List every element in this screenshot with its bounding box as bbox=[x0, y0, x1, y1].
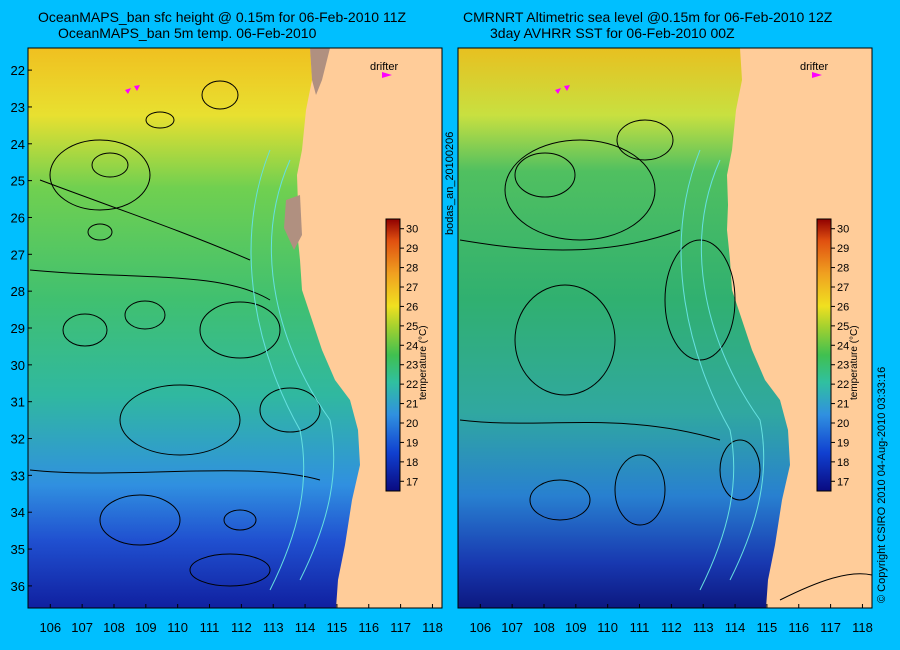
x-tick-label: 117 bbox=[390, 620, 411, 635]
colorbar-tick-label: 26 bbox=[406, 301, 418, 313]
x-tick-label: 116 bbox=[788, 620, 809, 635]
panel2-colorbar-label: temperature (°C) bbox=[849, 325, 860, 400]
colorbar-tick-label: 17 bbox=[406, 476, 418, 488]
side-label: bodas_an_20100206 bbox=[444, 131, 456, 235]
x-tick-label: 113 bbox=[263, 620, 284, 635]
panel1-land bbox=[297, 48, 442, 608]
y-tick-label: 26 bbox=[11, 210, 25, 225]
colorbar-tick-label: 21 bbox=[406, 399, 418, 411]
colorbar-tick-label: 20 bbox=[406, 418, 418, 430]
colorbar-tick-label: 24 bbox=[406, 340, 418, 352]
colorbar-tick-label: 30 bbox=[837, 224, 849, 236]
x-tick-label: 110 bbox=[167, 620, 188, 635]
y-tick-label: 27 bbox=[11, 247, 25, 262]
colorbar-tick-label: 25 bbox=[837, 321, 849, 333]
x-tick-label: 117 bbox=[820, 620, 841, 635]
colorbar-tick-label: 29 bbox=[837, 243, 849, 255]
colorbar-tick-label: 17 bbox=[837, 476, 849, 488]
panel1-drifter-label: drifter bbox=[370, 61, 398, 73]
y-tick-label: 29 bbox=[11, 321, 25, 336]
colorbar-tick-label: 19 bbox=[837, 437, 849, 449]
colorbar-tick-label: 20 bbox=[837, 418, 849, 430]
panel1-subtitle: OceanMAPS_ban 5m temp. 06-Feb-2010 bbox=[58, 25, 317, 41]
y-tick-label: 33 bbox=[11, 468, 25, 483]
x-tick-label: 111 bbox=[200, 620, 220, 635]
panel2-drifter-label: drifter bbox=[800, 61, 828, 73]
colorbar-tick-label: 27 bbox=[406, 282, 418, 294]
x-tick-label: 115 bbox=[757, 620, 778, 635]
panel2-colorbar bbox=[816, 218, 832, 492]
colorbar-tick-label: 22 bbox=[837, 379, 849, 391]
x-tick-label: 109 bbox=[565, 620, 587, 635]
y-tick-label: 32 bbox=[11, 432, 25, 447]
drifter-markers bbox=[125, 72, 822, 94]
x-tick-label: 108 bbox=[103, 620, 125, 635]
colorbar-tick-label: 21 bbox=[837, 399, 849, 411]
y-tick-label: 31 bbox=[11, 395, 25, 410]
x-tick-label: 115 bbox=[327, 620, 348, 635]
x-tick-label: 109 bbox=[135, 620, 157, 635]
x-tick-label: 110 bbox=[597, 620, 618, 635]
colorbar-tick-label: 18 bbox=[837, 457, 849, 469]
panel2-subtitle: 3day AVHRR SST for 06-Feb-2010 00Z bbox=[490, 25, 735, 41]
x-tick-label: 114 bbox=[295, 620, 316, 635]
colorbar-tick-label: 23 bbox=[406, 360, 418, 372]
y-tick-label: 24 bbox=[11, 137, 25, 152]
panel1-title: OceanMAPS_ban sfc height @ 0.15m for 06-… bbox=[38, 9, 407, 25]
x-tick-label: 108 bbox=[533, 620, 555, 635]
x-tick-label: 118 bbox=[422, 620, 443, 635]
y-tick-label: 34 bbox=[11, 505, 25, 520]
y-tick-label: 23 bbox=[11, 100, 25, 115]
colorbar-tick-label: 29 bbox=[406, 243, 418, 255]
x-tick-label: 107 bbox=[501, 620, 523, 635]
y-tick-label: 28 bbox=[11, 284, 25, 299]
panel1-land-hatch bbox=[310, 48, 330, 95]
y-tick-label: 25 bbox=[11, 174, 25, 189]
panel1-shark-bay bbox=[284, 195, 302, 250]
x-tick-label: 116 bbox=[358, 620, 379, 635]
colorbar-tick-label: 25 bbox=[406, 321, 418, 333]
panel1-contours bbox=[29, 80, 321, 587]
panel1-colorbar bbox=[385, 218, 401, 492]
bathymetry-lines bbox=[250, 149, 765, 591]
y-tick-label: 22 bbox=[11, 63, 25, 78]
x-tick-label: 114 bbox=[725, 620, 746, 635]
panel2-frame bbox=[457, 47, 873, 609]
y-tick-label: 36 bbox=[11, 579, 25, 594]
x-tick-label: 107 bbox=[71, 620, 93, 635]
colorbar-tick-label: 27 bbox=[837, 282, 849, 294]
colorbar-tick-label: 22 bbox=[406, 379, 418, 391]
colorbar-tick-label: 24 bbox=[837, 340, 849, 352]
colorbar-tick-label: 19 bbox=[406, 437, 418, 449]
y-tick-label: 35 bbox=[11, 542, 25, 557]
panel2-contours bbox=[459, 119, 873, 601]
colorbar-tick-label: 23 bbox=[837, 360, 849, 372]
copyright: © Copyright CSIRO 2010 04-Aug-2010 03:33… bbox=[876, 366, 888, 603]
x-tick-label: 111 bbox=[630, 620, 650, 635]
x-tick-label: 113 bbox=[693, 620, 714, 635]
colorbar-tick-label: 28 bbox=[406, 263, 418, 275]
panel2-title: CMRNRT Altimetric sea level @0.15m for 0… bbox=[463, 9, 833, 25]
x-tick-label: 112 bbox=[661, 620, 682, 635]
x-tick-label: 106 bbox=[469, 620, 491, 635]
x-tick-label: 106 bbox=[39, 620, 61, 635]
colorbar-tick-label: 18 bbox=[406, 457, 418, 469]
y-tick-label: 30 bbox=[11, 358, 25, 373]
panel2-land bbox=[727, 48, 872, 608]
colorbar-tick-label: 30 bbox=[406, 224, 418, 236]
colorbar-tick-label: 26 bbox=[837, 301, 849, 313]
x-tick-label: 118 bbox=[852, 620, 873, 635]
x-tick-label: 112 bbox=[231, 620, 252, 635]
colorbar-tick-label: 28 bbox=[837, 263, 849, 275]
panel1-colorbar-label: temperature (°C) bbox=[418, 325, 429, 400]
